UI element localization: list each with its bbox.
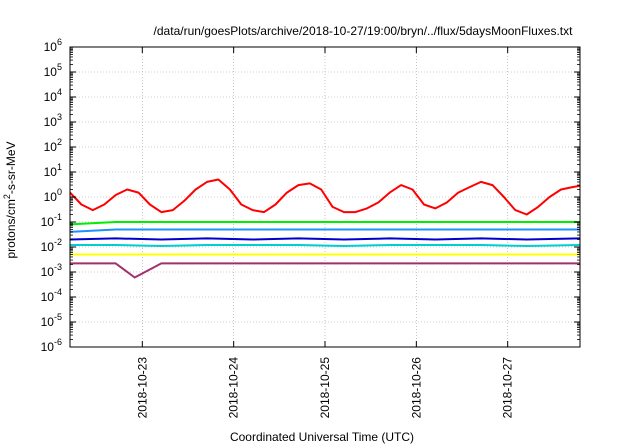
y-tick-label: 101 bbox=[44, 162, 62, 179]
y-tick-label: 106 bbox=[44, 37, 62, 54]
grid-layer bbox=[70, 47, 580, 347]
chart-title: /data/run/goesPlots/archive/2018-10-27/1… bbox=[154, 24, 574, 38]
x-tick-label: 2018-10-27 bbox=[501, 357, 515, 419]
plot-frame bbox=[69, 46, 581, 348]
series-line-7 bbox=[70, 262, 580, 279]
y-tick-label: 10-5 bbox=[41, 312, 62, 329]
x-tick-label: 2018-10-25 bbox=[318, 357, 332, 419]
x-tick-label: 2018-10-26 bbox=[409, 357, 423, 419]
y-tick-label: 10-1 bbox=[41, 212, 62, 229]
series-line-2 bbox=[69, 221, 580, 226]
y-tick-label: 103 bbox=[44, 112, 62, 129]
series-line-1 bbox=[69, 178, 581, 216]
series-layer bbox=[69, 178, 581, 279]
y-axis-label: protons/cm2-s-sr-MeV bbox=[2, 141, 18, 258]
y-tick-label: 10-6 bbox=[41, 337, 62, 354]
x-axis-label: Coordinated Universal Time (UTC) bbox=[230, 430, 414, 444]
y-tick-label: 102 bbox=[44, 137, 62, 154]
y-tick-label: 10-3 bbox=[41, 262, 62, 279]
series-line-4 bbox=[69, 237, 581, 241]
y-tick-label: 100 bbox=[44, 187, 62, 204]
y-tick-label: 10-2 bbox=[41, 237, 62, 254]
x-tick-label: 2018-10-24 bbox=[227, 357, 241, 419]
y-tick-label: 105 bbox=[44, 62, 62, 79]
series-line-3 bbox=[69, 228, 580, 233]
x-tick-label: 2018-10-23 bbox=[135, 357, 149, 419]
y-tick-label: 104 bbox=[44, 87, 62, 104]
axes-layer: 10-6 10-5 10-4 10-3 10-2 10-1 100 101 102 103 104 1… bbox=[41, 37, 581, 419]
y-tick-label: 10-4 bbox=[41, 287, 62, 304]
series-line-5 bbox=[70, 244, 581, 247]
